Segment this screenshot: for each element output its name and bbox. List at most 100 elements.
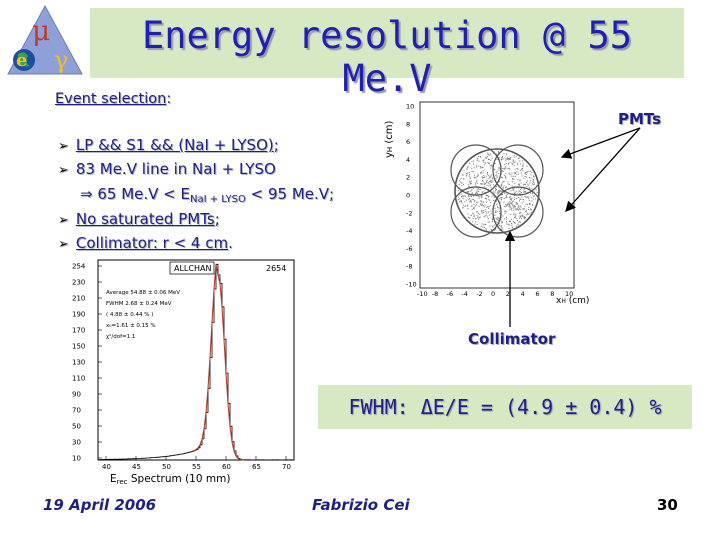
xy-dot (476, 223, 478, 225)
hist-x-tick: 55 (192, 463, 201, 471)
xy-dot (498, 192, 500, 194)
plot-frame (97, 259, 295, 461)
xy-dot (520, 215, 522, 217)
xy-dot (518, 158, 519, 160)
xy-dot (533, 191, 535, 193)
xy-dot (462, 189, 464, 191)
xy-dot (491, 195, 493, 197)
xy-dot (489, 184, 491, 186)
xy-dot (464, 205, 466, 207)
xy-dot (486, 195, 488, 196)
xy-dot (504, 197, 506, 199)
xy-dot (494, 191, 496, 193)
xy-dot (476, 159, 478, 161)
xy-dot (495, 188, 496, 190)
xy-dot (461, 193, 463, 195)
xy-dot (503, 153, 505, 155)
xy-dot (507, 223, 509, 225)
xy-dot (486, 212, 488, 214)
xy-dot (508, 189, 510, 190)
xy-dot (528, 203, 530, 204)
xy-dot (476, 201, 478, 203)
hist-x-tick: 50 (162, 463, 171, 471)
xy-dot (509, 224, 511, 226)
xy-dot (505, 216, 507, 218)
xy-dot (491, 229, 493, 231)
xy-dot (507, 202, 509, 204)
xy-dot (497, 194, 499, 196)
xy-dot (506, 196, 508, 198)
xy-dot (491, 164, 493, 166)
xy-dot (486, 179, 488, 181)
xy-dot (485, 201, 487, 203)
xy-dot (496, 172, 498, 174)
xy-dot (477, 216, 479, 218)
xy-dot (472, 212, 474, 214)
xy-dot (501, 194, 502, 196)
bullet-trigger-end: ; (273, 136, 279, 154)
xy-dot (492, 216, 494, 218)
xy-dot (480, 171, 482, 173)
xy-dot (480, 203, 482, 205)
xy-ylabel-sub: H (386, 147, 394, 152)
xy-dot (484, 215, 486, 217)
xy-dot (529, 203, 531, 205)
xy-dot (505, 160, 507, 162)
xy-dot (518, 200, 520, 202)
xy-dot (500, 199, 502, 201)
xy-dot (481, 212, 483, 214)
xy-dot (505, 168, 507, 170)
xy-dot (509, 168, 511, 170)
xy-dot (483, 183, 485, 185)
xy-dot (530, 209, 532, 211)
xy-y-tick: 6 (406, 138, 410, 146)
xy-dot (491, 218, 493, 220)
xy-dot (510, 199, 512, 201)
xy-dot (511, 226, 513, 228)
xy-dot (461, 201, 462, 203)
xy-dot (478, 188, 480, 190)
xy-dot (501, 181, 503, 183)
histogram-bars (99, 263, 294, 461)
xy-dot (533, 175, 535, 177)
xy-dot (493, 184, 495, 186)
xy-dot (480, 195, 482, 197)
xy-dot (496, 159, 498, 160)
xy-dot (458, 184, 460, 186)
xy-dot (507, 158, 509, 160)
xy-dot (514, 161, 516, 163)
xy-dot (500, 197, 502, 199)
xy-dot (466, 199, 468, 201)
xy-dot (484, 182, 486, 184)
xy-dot (504, 210, 506, 212)
xy-dot (484, 206, 486, 208)
xy-y-tick: 4 (406, 156, 410, 164)
xy-dot (528, 198, 530, 200)
pmt-circle (450, 186, 502, 238)
xy-dot (518, 187, 520, 189)
xy-dot (472, 163, 474, 165)
xy-x-tick: 10 (565, 290, 573, 298)
xy-dot (477, 159, 479, 161)
xy-dot (490, 175, 492, 177)
xy-dot (487, 195, 489, 197)
xy-dot (527, 214, 529, 215)
xy-dot (495, 210, 497, 212)
xy-dot (487, 172, 488, 174)
xy-dot (512, 200, 514, 202)
xy-dot (487, 153, 489, 155)
xy-dot (481, 210, 483, 212)
xy-dot (513, 188, 515, 190)
xy-dot (501, 222, 502, 224)
xy-dot (482, 177, 484, 178)
xy-dot (512, 160, 514, 162)
xy-dot (519, 217, 521, 219)
xy-dot (499, 191, 500, 193)
xy-dot (484, 191, 486, 193)
xy-dot (522, 164, 524, 166)
hist-y-tick: 90 (72, 391, 81, 399)
xy-dot (478, 218, 480, 220)
xy-dot (489, 181, 491, 183)
xy-dot (514, 205, 516, 207)
xy-dot (462, 207, 464, 209)
